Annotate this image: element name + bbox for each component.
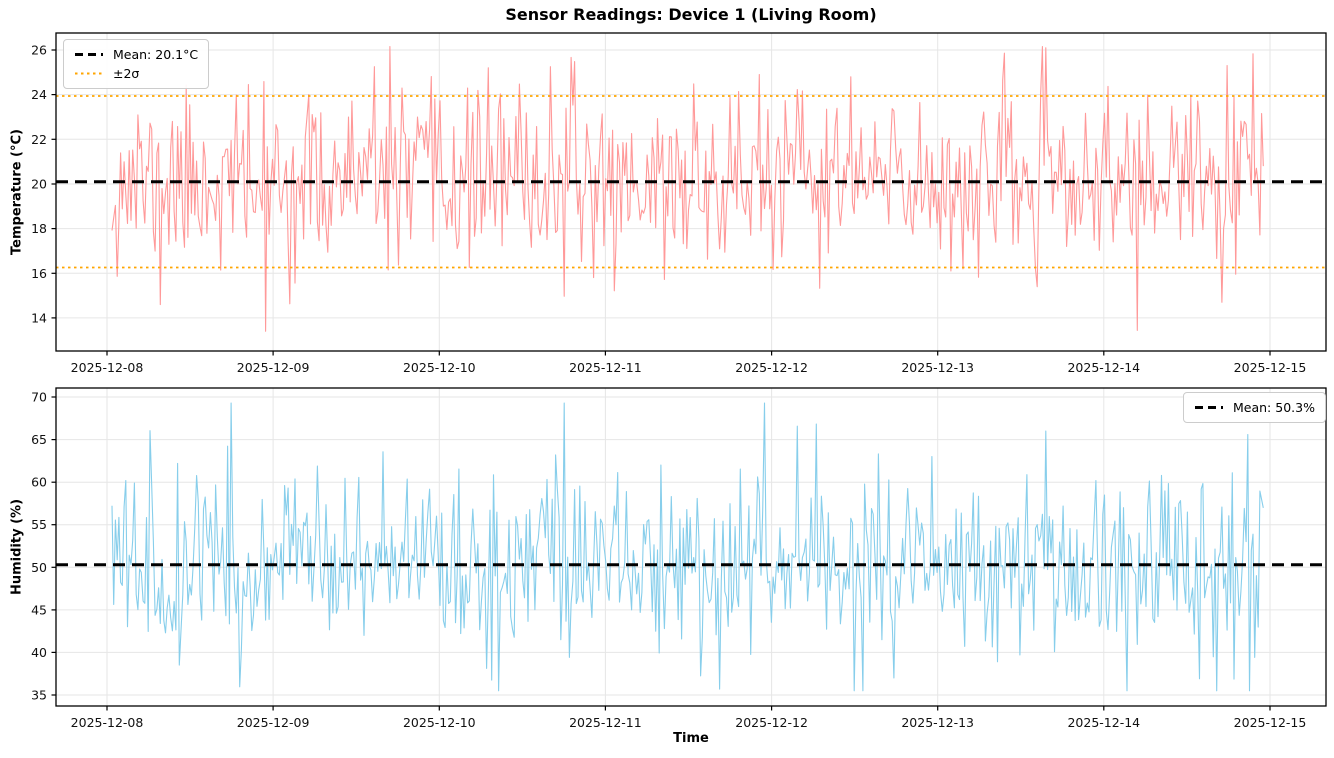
plot-border	[55, 387, 1327, 707]
y-tick-label: 55	[31, 517, 47, 532]
y-tick-label: 45	[31, 602, 47, 617]
y-tick-label: 20	[31, 177, 47, 192]
y-tick-label: 50	[31, 560, 47, 575]
x-tick-label: 2025-12-11	[569, 360, 642, 375]
legend-entry-sigma: ±2σ	[74, 64, 198, 83]
plot-border	[55, 32, 1327, 352]
x-tick-label: 2025-12-14	[1067, 360, 1140, 375]
humidity-series-line	[111, 402, 1264, 692]
humidity-chart: 35 40 45 50 55 60 65 70 2025-12-08 2025-12-09 2025…	[31, 387, 1327, 730]
y-tick-label: 16	[31, 266, 47, 281]
x-tick-label: 2025-12-12	[735, 360, 808, 375]
figure-title: Sensor Readings: Device 1 (Living Room)	[505, 5, 877, 24]
legend-entry-mean: Mean: 20.1°C	[74, 45, 198, 64]
mean-dashed-line-sample	[75, 53, 103, 56]
mean-dashed-line-sample	[1195, 406, 1223, 409]
y-tick-label: 18	[31, 221, 47, 236]
x-tick-label: 2025-12-08	[71, 360, 144, 375]
temperature-y-axis-label: Temperature (°C)	[9, 129, 25, 255]
x-tick-label: 2025-12-12	[735, 715, 808, 730]
x-tick-label: 2025-12-09	[237, 360, 310, 375]
y-tick-label: 60	[31, 475, 47, 490]
x-tick-label: 2025-12-08	[71, 715, 144, 730]
y-tick-label: 22	[31, 132, 47, 147]
temperature-chart: 14 16 18 20 22 24 26 2025-12-08 2025-12-09 2025-1…	[31, 32, 1327, 375]
x-tick-label: 2025-12-13	[901, 715, 974, 730]
x-tick-label: 2025-12-14	[1067, 715, 1140, 730]
sigma-dotted-line-sample	[75, 72, 103, 75]
x-tick-label: 2025-12-15	[1234, 715, 1307, 730]
x-tick-label: 2025-12-10	[403, 360, 476, 375]
humidity-legend: Mean: 50.3%	[1183, 392, 1326, 423]
x-tick-label: 2025-12-10	[403, 715, 476, 730]
x-tick-label: 2025-12-13	[901, 360, 974, 375]
legend-label-sigma: ±2σ	[113, 66, 140, 81]
temperature-series-line	[111, 46, 1264, 332]
legend-label-mean: Mean: 20.1°C	[113, 47, 199, 62]
y-tick-label: 14	[31, 310, 47, 325]
legend-entry-mean: Mean: 50.3%	[1194, 398, 1315, 417]
x-tick-label: 2025-12-09	[237, 715, 310, 730]
y-tick-label: 40	[31, 645, 47, 660]
humidity-y-axis-label: Humidity (%)	[9, 498, 25, 596]
y-tick-label: 65	[31, 432, 47, 447]
temperature-legend: Mean: 20.1°C ±2σ	[63, 39, 210, 89]
y-tick-label: 26	[31, 43, 47, 58]
x-tick-label: 2025-12-11	[569, 715, 642, 730]
x-tick-label: 2025-12-15	[1234, 360, 1307, 375]
y-tick-label: 24	[31, 87, 47, 102]
legend-label-mean: Mean: 50.3%	[1233, 400, 1315, 415]
y-tick-label: 70	[31, 390, 47, 405]
y-tick-label: 35	[31, 688, 47, 703]
time-x-axis-label: Time	[673, 731, 709, 746]
